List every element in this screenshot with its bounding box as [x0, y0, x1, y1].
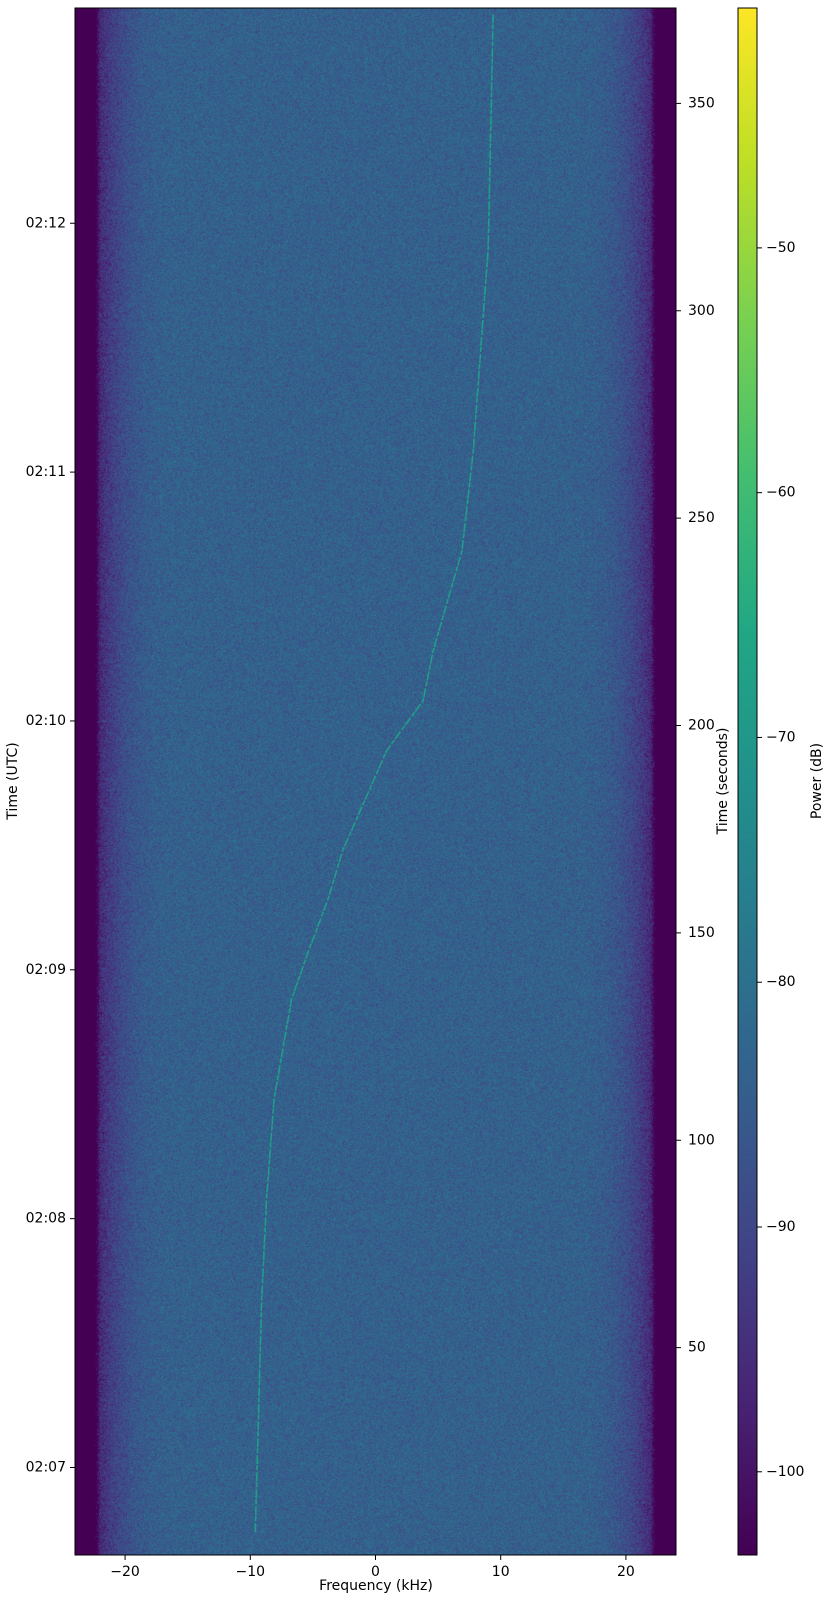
plot-frame — [75, 8, 676, 1555]
axis-ticks: −20 −10 0 10 20 50 100 150 200 250 300 350 02:07 02:0… — [26, 95, 805, 1580]
y-axis-left-label: Time (UTC) — [5, 742, 21, 820]
y-right-tick-label: 50 — [688, 1340, 706, 1356]
y-right-tick-label: 300 — [688, 303, 715, 319]
colorbar-tick-label: −50 — [766, 240, 796, 256]
y-left-tick-label: 02:07 — [26, 1459, 66, 1475]
colorbar-tick-label: −80 — [766, 974, 796, 990]
colorbar-tick-label: −100 — [766, 1464, 804, 1480]
colorbar-frame — [738, 8, 757, 1555]
colorbar-tick-label: −60 — [766, 485, 796, 501]
colorbar-tick-label: −90 — [766, 1219, 796, 1235]
colorbar-label: Power (dB) — [809, 743, 825, 819]
y-left-tick-label: 02:08 — [26, 1211, 66, 1227]
y-axis-right-label: Time (seconds) — [715, 728, 731, 836]
y-left-tick-label: 02:09 — [26, 962, 66, 978]
y-left-tick-label: 02:11 — [26, 464, 66, 480]
x-tick-label: 10 — [492, 1564, 510, 1580]
y-right-tick-label: 250 — [688, 510, 715, 526]
signal-layer — [255, 12, 493, 1532]
y-left-tick-label: 02:10 — [26, 713, 66, 729]
y-right-tick-label: 350 — [688, 95, 715, 111]
x-tick-label: −10 — [236, 1564, 266, 1580]
signal-trace — [255, 12, 493, 1532]
y-right-tick-label: 100 — [688, 1132, 715, 1148]
x-axis-label: Frequency (kHz) — [319, 1578, 433, 1594]
x-tick-label: −20 — [110, 1564, 140, 1580]
x-tick-label: 20 — [617, 1564, 635, 1580]
colorbar-tick-label: −70 — [766, 729, 796, 745]
y-right-tick-label: 200 — [688, 718, 715, 734]
y-right-tick-label: 150 — [688, 925, 715, 941]
y-left-tick-label: 02:12 — [26, 215, 66, 231]
